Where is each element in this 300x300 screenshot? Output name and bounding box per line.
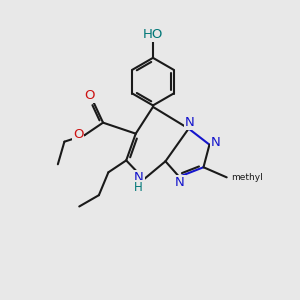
- Text: O: O: [85, 89, 95, 102]
- Text: H: H: [134, 181, 143, 194]
- Text: methyl: methyl: [231, 173, 263, 182]
- Text: O: O: [73, 128, 83, 141]
- Text: HO: HO: [143, 28, 163, 40]
- Text: N: N: [175, 176, 184, 189]
- Text: N: N: [211, 136, 220, 149]
- Text: HO: HO: [143, 28, 163, 41]
- Text: N: N: [134, 171, 144, 184]
- Text: N: N: [185, 116, 195, 129]
